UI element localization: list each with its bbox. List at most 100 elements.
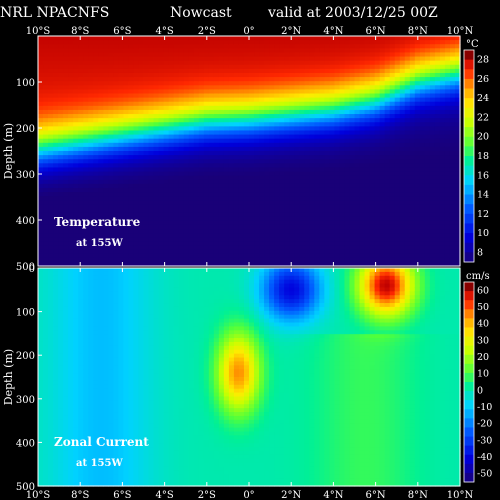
heatmap-cell	[233, 72, 240, 78]
heatmap-cell	[329, 52, 336, 58]
heatmap-cell	[254, 167, 260, 173]
heatmap-cell	[274, 118, 280, 123]
heatmap-cell	[158, 134, 165, 140]
heatmap-cell	[454, 220, 461, 226]
heatmap-cell	[208, 101, 215, 107]
heatmap-cell	[48, 330, 54, 335]
heatmap-cell	[399, 163, 406, 169]
heatmap-cell	[274, 208, 280, 214]
heatmap-cell	[138, 171, 145, 177]
heatmap-cell	[404, 229, 411, 234]
heatmap-cell	[369, 179, 376, 185]
heatmap-cell	[88, 142, 94, 148]
heatmap-cell	[53, 138, 59, 144]
heatmap-cell	[399, 105, 406, 111]
heatmap-cell	[444, 40, 451, 45]
heatmap-cell	[223, 229, 230, 234]
heatmap-cell	[198, 200, 205, 205]
heatmap-cell	[48, 462, 54, 468]
heatmap-cell	[439, 167, 446, 173]
heatmap-cell	[133, 130, 140, 136]
heatmap-cell	[133, 109, 140, 115]
heatmap-cell	[123, 101, 130, 107]
heatmap-cell	[249, 109, 255, 115]
heatmap-cell	[329, 179, 336, 185]
heatmap-cell	[183, 36, 190, 41]
heatmap-cell	[319, 60, 325, 66]
heatmap-cell	[58, 183, 64, 189]
heatmap-cell	[63, 44, 69, 49]
heatmap-cell	[439, 97, 446, 103]
heatmap-cell	[359, 171, 366, 177]
heatmap-cell	[43, 349, 49, 355]
heatmap-cell	[309, 187, 315, 193]
heatmap-cell	[259, 212, 265, 218]
heatmap-cell	[113, 142, 119, 148]
heatmap-cell	[434, 36, 441, 41]
heatmap-cell	[299, 200, 305, 205]
heatmap-cell	[259, 48, 265, 54]
heatmap-cell	[38, 334, 44, 339]
heatmap-cell	[48, 220, 54, 226]
heatmap-cell	[409, 142, 416, 148]
heatmap-cell	[53, 295, 59, 300]
heatmap-cell	[83, 60, 89, 66]
heatmap-cell	[193, 216, 200, 222]
heatmap-cell	[218, 85, 225, 90]
heatmap-cell	[354, 72, 361, 78]
heatmap-cell	[118, 187, 125, 193]
heatmap-cell	[254, 85, 260, 90]
heatmap-cell	[243, 36, 250, 41]
heatmap-cell	[394, 200, 401, 205]
heatmap-cell	[48, 40, 54, 45]
heatmap-cell	[48, 295, 54, 300]
heatmap-cell	[43, 338, 49, 343]
heatmap-cell	[294, 138, 300, 144]
heatmap-cell	[359, 105, 366, 111]
heatmap-cell	[304, 105, 310, 111]
heatmap-cell	[233, 56, 240, 62]
heatmap-cell	[284, 85, 290, 90]
heatmap-cell	[369, 48, 376, 54]
heatmap-cell	[173, 64, 180, 70]
heatmap-cell	[294, 85, 300, 90]
heatmap-cell	[419, 142, 426, 148]
heatmap-cell	[63, 241, 69, 247]
heatmap-cell	[48, 279, 54, 285]
heatmap-cell	[113, 249, 119, 255]
heatmap-cell	[133, 68, 140, 74]
heatmap-cell	[409, 216, 416, 222]
heatmap-cell	[284, 64, 290, 70]
heatmap-cell	[314, 97, 320, 103]
heatmap-cell	[334, 77, 341, 82]
heatmap-cell	[43, 330, 49, 335]
heatmap-cell	[48, 268, 54, 273]
heatmap-cell	[269, 126, 275, 132]
heatmap-cell	[188, 44, 195, 49]
heatmap-cell	[359, 261, 366, 267]
heatmap-cell	[178, 122, 185, 127]
heatmap-cell	[183, 64, 190, 70]
heatmap-cell	[329, 155, 336, 160]
heatmap-cell	[103, 204, 109, 210]
heatmap-cell	[254, 224, 260, 230]
heatmap-cell	[43, 478, 49, 483]
heatmap-cell	[163, 93, 170, 99]
heatmap-cell	[208, 187, 215, 193]
heatmap-cell	[193, 64, 200, 70]
heatmap-cell	[238, 249, 245, 255]
heatmap-cell	[78, 105, 84, 111]
heatmap-cell	[128, 118, 135, 123]
heatmap-cell	[173, 179, 180, 185]
heatmap-cell	[78, 183, 84, 189]
heatmap-cell	[38, 101, 44, 107]
heatmap-cell	[404, 261, 411, 267]
heatmap-cell	[203, 72, 210, 78]
heatmap-cell	[319, 245, 325, 251]
heatmap-cell	[444, 68, 451, 74]
heatmap-cell	[168, 134, 175, 140]
heatmap-cell	[309, 216, 315, 222]
heatmap-cell	[38, 167, 44, 173]
heatmap-cell	[319, 77, 325, 82]
heatmap-cell	[88, 44, 94, 49]
